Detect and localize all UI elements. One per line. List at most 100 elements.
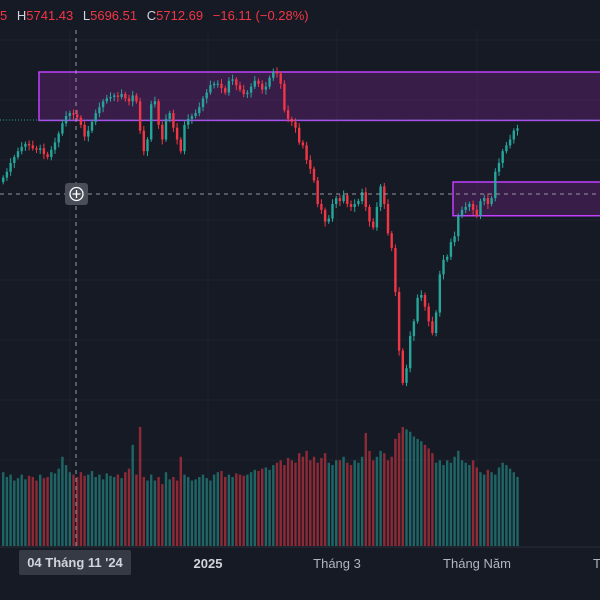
volume-bar-37 (138, 427, 142, 546)
volume-bar-53 (198, 476, 201, 546)
candle-body-62 (231, 79, 234, 81)
volume-bar-136 (505, 465, 508, 546)
candle-body-41 (153, 101, 157, 105)
candle-body-16 (61, 123, 64, 134)
candle-body-87 (323, 209, 327, 222)
candle-body-35 (131, 95, 134, 102)
candle-body-27 (101, 101, 105, 108)
candle-body-58 (216, 83, 219, 85)
volume-bar-32 (120, 478, 123, 546)
volume-bar-67 (249, 472, 253, 546)
volume-bar-75 (279, 460, 282, 546)
volume-bar-108 (401, 427, 404, 546)
candle-body-71 (264, 86, 268, 90)
volume-bar-91 (338, 460, 342, 546)
candle-body-125 (464, 206, 467, 210)
candle-body-28 (105, 98, 108, 102)
volume-bar-74 (275, 462, 279, 546)
volume-bar-40 (150, 474, 153, 546)
volume-bar-58 (216, 472, 219, 546)
candle-body-9 (35, 148, 38, 150)
candle-body-6 (24, 143, 27, 147)
volume-bar-49 (183, 474, 186, 546)
volume-bar-79 (294, 462, 297, 546)
volume-bar-24 (90, 471, 94, 546)
candle-body-134 (497, 162, 501, 172)
volume-bar-72 (268, 469, 271, 546)
candle-body-1 (5, 171, 9, 178)
candle-body-90 (335, 198, 338, 204)
candle-body-74 (275, 72, 279, 74)
volume-bar-127 (471, 460, 475, 546)
volume-bar-102 (379, 450, 382, 546)
candle-body-30 (113, 95, 116, 97)
volume-bar-50 (187, 476, 190, 546)
volume-bar-70 (261, 468, 264, 546)
candle-body-113 (420, 294, 423, 298)
candle-body-135 (501, 151, 504, 163)
candle-body-115 (427, 306, 430, 322)
candle-body-55 (205, 92, 208, 99)
candle-body-47 (175, 127, 179, 140)
candle-body-12 (46, 154, 49, 158)
volume-bar-100 (372, 460, 375, 546)
ohlc-low-key: L (82, 8, 91, 23)
price-zone-1 (38, 71, 600, 122)
candle-body-22 (83, 124, 86, 137)
candle-body-52 (194, 113, 197, 117)
price-zone-2 (452, 181, 600, 217)
volume-bar-125 (464, 462, 467, 546)
candle-body-103 (383, 186, 386, 204)
volume-bar-9 (35, 480, 38, 546)
candle-body-123 (457, 215, 460, 237)
volume-bar-25 (94, 476, 97, 546)
candle-body-18 (68, 113, 71, 117)
volume-bar-11 (42, 478, 46, 546)
volume-bar-128 (475, 467, 478, 546)
volume-bar-71 (264, 467, 268, 546)
candle-body-37 (138, 101, 142, 131)
candle-body-72 (268, 77, 271, 87)
candle-body-8 (31, 145, 34, 149)
candle-body-136 (505, 145, 508, 152)
volume-bar-18 (68, 472, 71, 546)
grid-lines (0, 30, 600, 548)
volume-bar-3 (13, 480, 16, 546)
candle-body-46 (172, 113, 175, 128)
candle-body-96 (357, 201, 360, 204)
volume-bar-105 (390, 456, 393, 546)
volume-bar-20 (76, 476, 79, 546)
volume-bar-116 (431, 453, 434, 546)
volume-bar-33 (124, 472, 127, 546)
candle-body-114 (423, 294, 427, 307)
volume-bar-13 (50, 472, 53, 546)
volume-bar-115 (427, 448, 430, 546)
candle-body-65 (242, 89, 245, 95)
candle-body-56 (209, 85, 212, 93)
candle-body-44 (164, 118, 168, 140)
volume-bar-103 (383, 453, 386, 546)
volume-bar-57 (212, 474, 216, 546)
candle-body-107 (397, 291, 401, 351)
candle-body-25 (94, 113, 97, 122)
volume-bar-1 (5, 476, 9, 546)
candle-body-139 (516, 128, 519, 131)
ohlc-legend: 5 H5741.43 L5696.51 C5712.69 −16.11 (−0.… (0, 8, 309, 23)
candle-body-7 (27, 143, 31, 146)
volume-bar-97 (360, 456, 364, 546)
candle-body-111 (412, 321, 416, 336)
volume-bar-0 (2, 472, 5, 546)
volume-bars (2, 427, 519, 546)
candle-body-82 (305, 145, 308, 160)
volume-bar-113 (420, 441, 423, 546)
ohlc-close-value: 5712.69 (156, 8, 204, 23)
volume-bar-123 (457, 450, 460, 546)
volume-bar-122 (453, 456, 456, 546)
candle-body-48 (179, 139, 182, 152)
candle-body-0 (2, 177, 5, 182)
candle-body-118 (438, 274, 441, 313)
volume-bar-21 (79, 472, 83, 546)
candle-body-11 (42, 148, 46, 155)
volume-bar-104 (386, 460, 390, 546)
